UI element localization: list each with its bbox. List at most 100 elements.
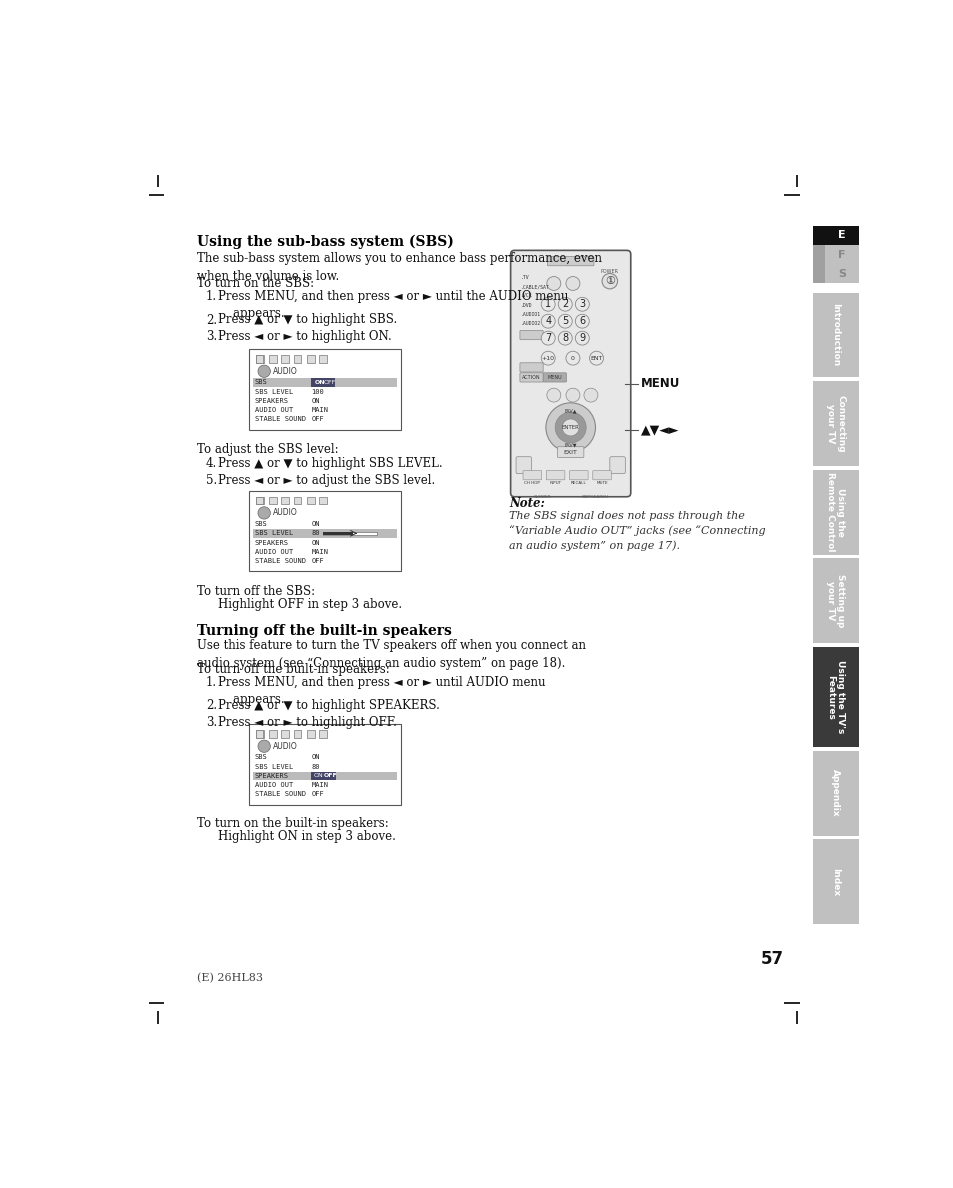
- Text: OFF: OFF: [323, 773, 337, 778]
- Bar: [812, 245, 824, 264]
- Text: AUDIO: AUDIO: [273, 741, 297, 751]
- Text: SBS: SBS: [254, 522, 268, 527]
- Text: 2.: 2.: [206, 314, 217, 327]
- Text: ENTER: ENTER: [561, 425, 579, 430]
- Text: .DVD: .DVD: [520, 303, 532, 308]
- Text: Press ◄ or ► to adjust the SBS level.: Press ◄ or ► to adjust the SBS level.: [218, 474, 436, 487]
- Bar: [249, 491, 400, 571]
- Text: Press ▲ or ▼ to highlight SPEAKERS.: Press ▲ or ▼ to highlight SPEAKERS.: [218, 700, 440, 713]
- Text: ACTION: ACTION: [521, 375, 540, 380]
- FancyBboxPatch shape: [519, 373, 542, 383]
- FancyBboxPatch shape: [519, 330, 542, 340]
- Text: The SBS signal does not pass through the
“Variable Audio OUT” jacks (see “Connec: The SBS signal does not pass through the…: [509, 511, 765, 550]
- Bar: [269, 731, 276, 738]
- Text: 1.: 1.: [206, 290, 217, 303]
- Bar: [824, 264, 858, 284]
- Text: SBS LEVEL: SBS LEVEL: [254, 388, 293, 394]
- Bar: [319, 497, 327, 505]
- Text: To turn off the built-in speakers:: To turn off the built-in speakers:: [196, 663, 389, 676]
- Text: 4.: 4.: [206, 456, 217, 469]
- Text: ①: ①: [604, 276, 614, 286]
- Circle shape: [257, 740, 270, 752]
- Bar: [255, 497, 263, 505]
- Text: 4: 4: [544, 316, 551, 327]
- Text: SKIP/SEARCH: SKIP/SEARCH: [581, 494, 608, 499]
- Text: ON: ON: [311, 398, 319, 404]
- Circle shape: [546, 277, 560, 290]
- Text: 5: 5: [561, 316, 568, 327]
- Bar: [256, 355, 264, 362]
- Text: ENT: ENT: [590, 355, 602, 361]
- Text: Press MENU, and then press ◄ or ► until the AUDIO menu
    appears.: Press MENU, and then press ◄ or ► until …: [218, 290, 568, 321]
- Text: 3.: 3.: [206, 330, 217, 343]
- Bar: [812, 226, 824, 245]
- Bar: [281, 355, 289, 362]
- Text: MAIN: MAIN: [311, 549, 328, 555]
- Text: +10: +10: [541, 355, 554, 361]
- Text: 3: 3: [578, 299, 585, 309]
- Text: ON: ON: [314, 773, 323, 778]
- Circle shape: [565, 352, 579, 365]
- Text: To turn on the built-in speakers:: To turn on the built-in speakers:: [196, 817, 388, 830]
- Circle shape: [257, 365, 270, 378]
- Text: Using the TV's
Features: Using the TV's Features: [825, 661, 844, 734]
- Text: 2: 2: [561, 299, 568, 309]
- Bar: [294, 497, 301, 505]
- Text: 5.: 5.: [206, 474, 217, 487]
- Text: MAIN: MAIN: [311, 782, 328, 788]
- FancyBboxPatch shape: [557, 447, 583, 457]
- Text: Use this feature to turn the TV speakers off when you connect an
audio system (s: Use this feature to turn the TV speakers…: [196, 639, 585, 670]
- Text: .VCR: .VCR: [520, 293, 532, 298]
- Text: SBS LEVEL: SBS LEVEL: [254, 530, 293, 536]
- Text: AUDIO OUT: AUDIO OUT: [254, 549, 293, 555]
- Circle shape: [540, 297, 555, 311]
- Text: 2.: 2.: [206, 700, 217, 713]
- Bar: [256, 731, 264, 738]
- Text: E: E: [838, 230, 845, 240]
- Text: Press MENU, and then press ◄ or ► until AUDIO menu
    appears.: Press MENU, and then press ◄ or ► until …: [218, 676, 545, 706]
- Text: INPUT: INPUT: [549, 481, 561, 485]
- Text: SLOWER: SLOWER: [534, 494, 551, 499]
- Bar: [323, 532, 353, 535]
- Text: 8: 8: [561, 333, 568, 343]
- Text: ON: ON: [311, 754, 319, 760]
- Bar: [323, 532, 377, 535]
- Text: F: F: [838, 249, 844, 260]
- Bar: [812, 292, 858, 378]
- Text: Using the sub-bass system (SBS): Using the sub-bass system (SBS): [196, 235, 453, 249]
- FancyBboxPatch shape: [547, 257, 594, 266]
- Text: MENU: MENU: [547, 375, 561, 380]
- Text: SPEAKERS: SPEAKERS: [254, 773, 289, 779]
- Text: ON: ON: [314, 380, 325, 385]
- Circle shape: [558, 315, 572, 328]
- Text: 57: 57: [760, 949, 782, 968]
- Bar: [307, 497, 314, 505]
- Text: S: S: [837, 268, 845, 279]
- Text: SPEAKERS: SPEAKERS: [254, 398, 289, 404]
- Bar: [281, 731, 289, 738]
- FancyBboxPatch shape: [516, 456, 531, 474]
- Circle shape: [575, 315, 589, 328]
- Text: AUDIO OUT: AUDIO OUT: [254, 407, 293, 413]
- Text: Highlight ON in step 3 above.: Highlight ON in step 3 above.: [218, 830, 395, 843]
- Bar: [281, 497, 289, 505]
- Circle shape: [583, 388, 598, 402]
- Text: EXIT: EXIT: [563, 449, 577, 455]
- Bar: [294, 355, 301, 362]
- Text: Appendix: Appendix: [830, 770, 840, 817]
- Text: Press ◄ or ► to highlight OFF.: Press ◄ or ► to highlight OFF.: [218, 716, 396, 729]
- Circle shape: [540, 315, 555, 328]
- Circle shape: [565, 388, 579, 402]
- Text: ON: ON: [311, 539, 319, 545]
- Text: The sub-bass system allows you to enhance bass performance, even
when the volume: The sub-bass system allows you to enhanc…: [196, 252, 601, 283]
- Bar: [812, 264, 824, 284]
- Text: STABLE SOUND: STABLE SOUND: [254, 558, 306, 564]
- Text: AUDIO: AUDIO: [273, 508, 297, 518]
- Bar: [253, 378, 397, 386]
- Text: MAIN: MAIN: [311, 407, 328, 413]
- Bar: [824, 226, 858, 245]
- Circle shape: [540, 331, 555, 345]
- Circle shape: [558, 297, 572, 311]
- FancyBboxPatch shape: [569, 470, 587, 480]
- Bar: [255, 355, 263, 362]
